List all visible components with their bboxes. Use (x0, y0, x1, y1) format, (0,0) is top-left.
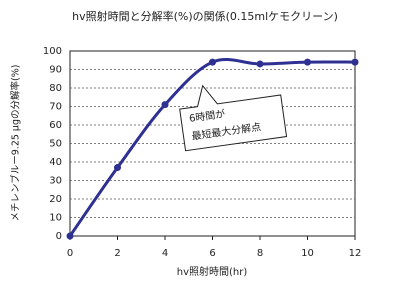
y-tick-label: 90 (49, 65, 62, 76)
y-tick-label: 60 (49, 120, 62, 131)
y-tick-label: 0 (56, 231, 62, 242)
data-point (66, 232, 74, 240)
y-tick-label: 80 (49, 83, 62, 94)
x-tick-label: 10 (301, 248, 314, 259)
data-point (209, 58, 216, 66)
x-tick-label: 4 (162, 248, 168, 259)
x-tick-label: 2 (114, 248, 120, 259)
x-tick-label: 0 (67, 248, 73, 259)
y-tick-label: 70 (49, 102, 62, 113)
data-point (256, 60, 264, 68)
x-tick-label: 6 (209, 248, 215, 259)
annotation-box (179, 84, 288, 152)
data-point (114, 164, 121, 172)
chart-title: hv照射時間と分解率(%)の関係(0.15mlケモクリーン) (72, 9, 338, 23)
y-tick-label: 50 (49, 139, 62, 150)
y-tick-label: 100 (43, 46, 62, 57)
y-tick-label: 40 (49, 157, 62, 168)
data-point (304, 58, 311, 66)
x-axis-label: hv照射時間(hr) (177, 266, 248, 278)
x-tick-label: 12 (349, 248, 362, 259)
data-point (351, 58, 359, 66)
data-line (68, 58, 356, 237)
y-axis-label: メチレンブルー9.25 μgの分解率(%) (10, 65, 22, 222)
y-tick-label: 30 (49, 176, 62, 187)
y-tick-label: 20 (49, 194, 62, 205)
x-tick-label: 8 (257, 248, 263, 259)
y-tick-label: 10 (49, 213, 62, 224)
annotation: 6時間が 最短最大分解点 (179, 84, 288, 152)
data-point (161, 101, 169, 109)
